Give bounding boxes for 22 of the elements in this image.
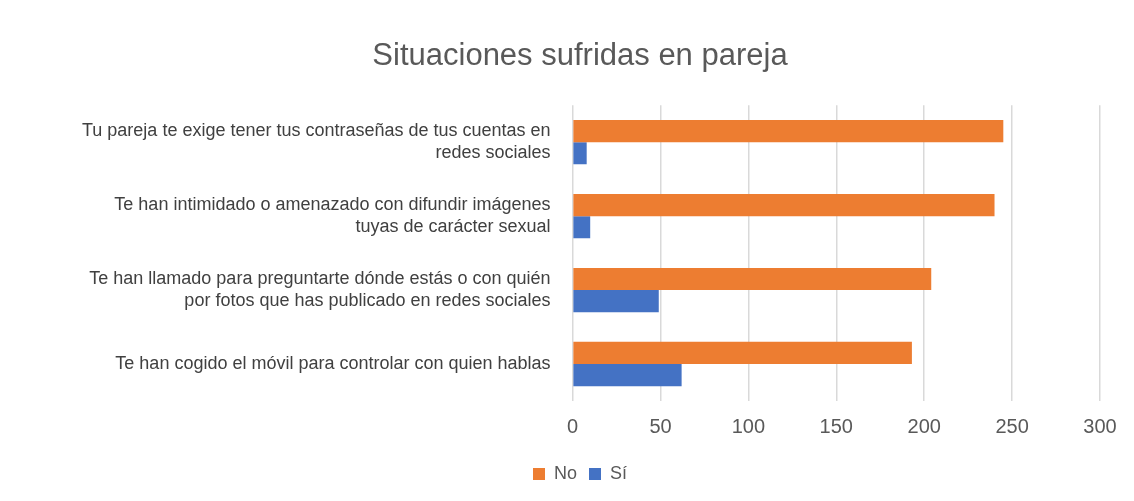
x-tick-label: 100 [731,414,766,437]
x-tick-label: 50 [649,414,672,437]
legend-label: Sí [610,462,628,483]
x-tick-label: 150 [819,414,853,437]
y-tick-label: Te han intimidado o amenazado con difundir imágenes tuyas de carácter sexual [114,194,551,236]
x-tick-label: 0 [567,414,579,437]
y-tick-label: Te han llamado para preguntarte dónde estás o con quién por fotos que has publicado en redes sociales [89,268,551,310]
y-tick-label: Tu pareja te exige tener tus contraseñas de tus cuentas en redes sociales [82,120,551,162]
bar [573,193,995,217]
bar [573,341,912,365]
legend-label: No [553,462,578,483]
bar [573,364,682,387]
y-tick-label: Te han cogido el móvil para controlar con quien hablas [115,352,551,373]
bar [573,142,587,165]
bar [573,119,1004,143]
bar [573,216,591,239]
x-tick-label: 300 [1083,414,1117,437]
x-tick-label: 250 [995,414,1029,437]
x-tick-label: 200 [907,414,941,437]
bar [573,290,659,313]
chart-title: Situaciones sufridas en pareja [372,37,789,73]
bar [573,267,932,291]
